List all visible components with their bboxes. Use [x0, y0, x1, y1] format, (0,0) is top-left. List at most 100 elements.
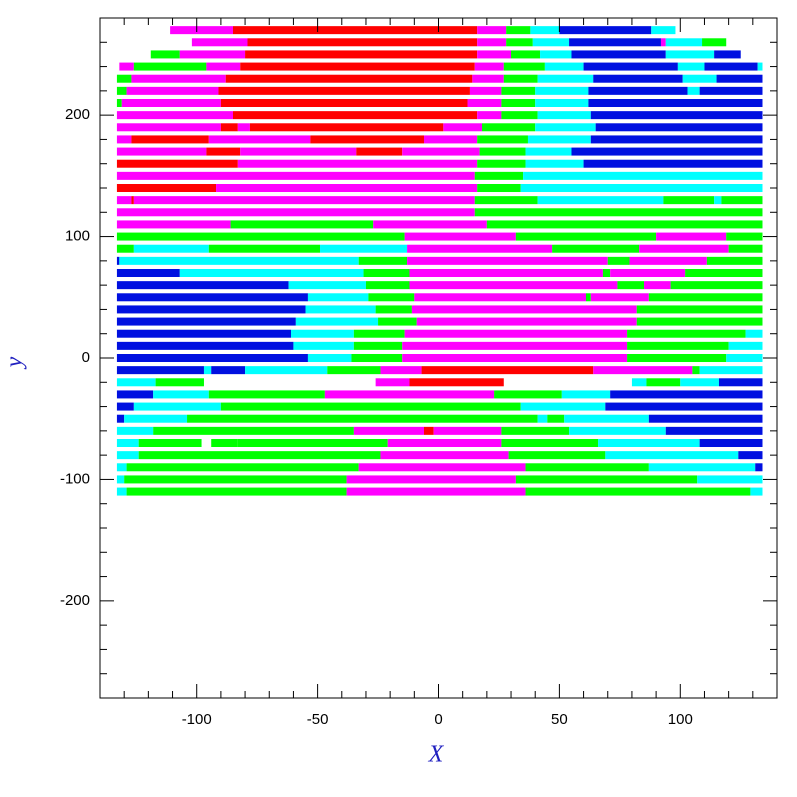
segment [232, 26, 478, 35]
segment [351, 354, 403, 362]
segment [561, 390, 611, 399]
segment [699, 86, 763, 95]
segment [745, 329, 763, 338]
segment [116, 378, 156, 387]
segment [702, 38, 727, 47]
segment [416, 317, 637, 326]
segment [569, 38, 661, 47]
segment [595, 123, 763, 132]
segment [527, 135, 591, 144]
segment [245, 366, 328, 375]
segment [218, 86, 470, 95]
segment [610, 390, 763, 399]
segment [755, 463, 763, 472]
segment [116, 147, 207, 156]
segment [617, 281, 645, 290]
segment [133, 196, 475, 205]
segment [131, 196, 134, 205]
segment [131, 135, 209, 144]
segment [706, 256, 763, 265]
segment [116, 414, 125, 423]
segment [375, 305, 412, 314]
segment [116, 111, 233, 120]
segment [320, 244, 408, 253]
segment [716, 74, 763, 83]
segment [515, 475, 698, 484]
segment [423, 426, 434, 435]
segment [547, 414, 565, 423]
segment [728, 244, 763, 253]
segment [414, 293, 586, 302]
segment [636, 317, 763, 326]
segment [501, 86, 536, 95]
segment [206, 147, 241, 156]
segment [718, 378, 763, 387]
segment [402, 354, 628, 362]
segment [660, 38, 666, 47]
segment [116, 232, 405, 241]
segment [602, 269, 611, 277]
segment [443, 123, 483, 132]
segment [433, 426, 502, 435]
segment [525, 487, 751, 496]
segment [479, 147, 526, 156]
segment [571, 147, 763, 156]
segment [697, 475, 763, 484]
segment [249, 123, 444, 132]
segment [511, 50, 541, 59]
segment [540, 50, 572, 59]
segment [116, 293, 308, 302]
segment [525, 159, 584, 168]
segment [375, 378, 410, 387]
segment [482, 123, 536, 132]
segment [590, 135, 763, 144]
segment [133, 402, 221, 411]
segment [116, 99, 122, 107]
segment [472, 74, 504, 83]
segment [353, 341, 403, 350]
segment [682, 74, 717, 83]
segment [552, 244, 640, 253]
segment [469, 86, 502, 95]
segment [324, 390, 495, 399]
segment [170, 26, 233, 35]
segment [116, 159, 238, 168]
segment [757, 62, 763, 71]
segment [508, 451, 606, 460]
segment [699, 439, 763, 447]
segment [636, 305, 763, 314]
segment [153, 426, 354, 435]
segment [494, 390, 562, 399]
segment [353, 426, 424, 435]
segment [537, 196, 664, 205]
segment [477, 38, 507, 47]
segment [506, 26, 531, 35]
segment [409, 269, 603, 277]
segment [138, 451, 381, 460]
segment [535, 99, 589, 107]
segment [116, 171, 475, 180]
segment [116, 402, 134, 411]
segment [503, 74, 538, 83]
segment [155, 378, 204, 387]
segment [593, 366, 693, 375]
segment [409, 378, 504, 387]
segment [126, 463, 359, 472]
segment [295, 317, 379, 326]
segment [564, 414, 649, 423]
segment [307, 293, 369, 302]
segment [520, 402, 606, 411]
segment [629, 256, 707, 265]
segment [358, 463, 526, 472]
segment [474, 62, 504, 71]
segment [124, 475, 347, 484]
segment [532, 38, 570, 47]
y-tick-label: -100 [60, 470, 90, 487]
segment [571, 50, 666, 59]
segment [644, 281, 671, 290]
segment [208, 390, 325, 399]
segment [116, 439, 139, 447]
segment [726, 354, 763, 362]
segment [704, 62, 758, 71]
